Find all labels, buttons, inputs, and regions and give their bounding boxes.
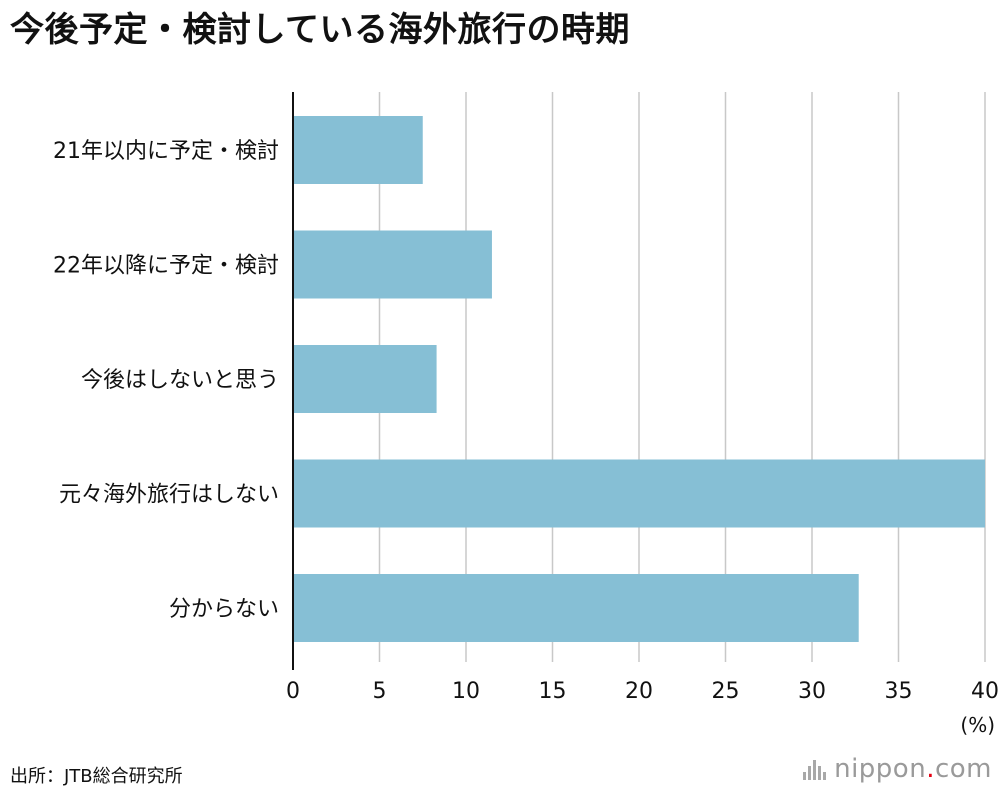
x-tick-label-10: 10 (452, 679, 480, 704)
logo-name: nippon (834, 754, 927, 784)
x-tick-label-30: 30 (798, 679, 826, 704)
bar-2 (293, 345, 437, 413)
bar-1 (293, 230, 492, 299)
chart-title: 今後予定・検討している海外旅行の時期 (10, 10, 630, 50)
category-label-0: 21年以内に予定・検討 (53, 139, 279, 164)
bar-0 (293, 116, 423, 184)
x-tick-label-20: 20 (625, 679, 653, 704)
bar-3 (293, 459, 985, 528)
x-tick-label-25: 25 (712, 679, 740, 704)
category-label-2: 今後はしないと思う (81, 368, 279, 393)
unit-label: (%) (960, 713, 995, 737)
x-tick-label-40: 40 (971, 679, 999, 704)
source-note: 出所：JTB総合研究所 (10, 766, 183, 787)
x-tick-label-5: 5 (373, 679, 387, 704)
logo-dot: . (926, 754, 935, 784)
category-label-1: 22年以降に予定・検討 (53, 254, 279, 279)
x-tick-label-15: 15 (539, 679, 567, 704)
nippon-logo[interactable]: nippon. com (803, 754, 992, 784)
category-label-4: 分からない (169, 597, 279, 622)
x-tick-label-0: 0 (286, 679, 300, 704)
logo-suffix: com (934, 754, 992, 784)
x-tick-label-35: 35 (885, 679, 913, 704)
logo-bars-icon (803, 758, 828, 780)
category-label-3: 元々海外旅行はしない (59, 483, 279, 508)
bar-4 (293, 574, 859, 642)
